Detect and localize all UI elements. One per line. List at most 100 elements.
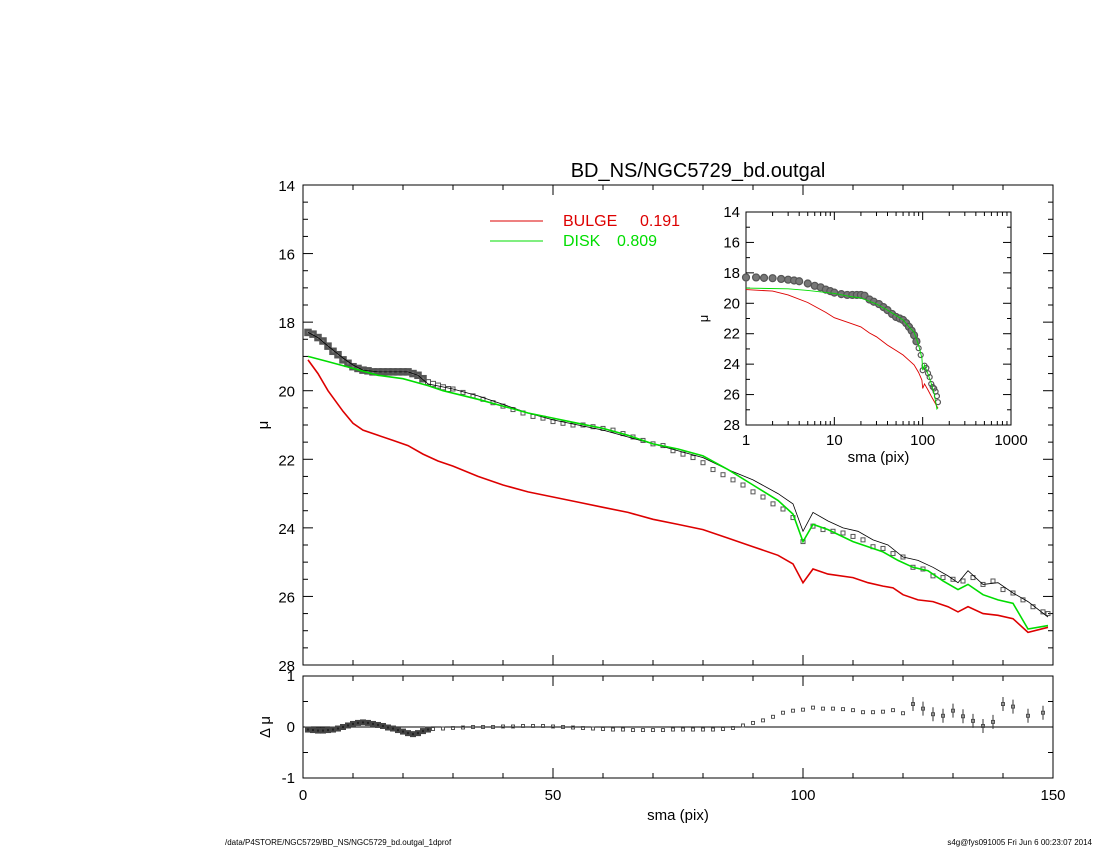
resid-data-point bbox=[1026, 713, 1030, 718]
resid-data-point bbox=[891, 708, 895, 713]
resid-data-point bbox=[841, 707, 845, 712]
resid-data-point bbox=[425, 726, 431, 733]
resid-data-point bbox=[871, 710, 875, 715]
resid-data-point bbox=[741, 723, 745, 728]
resid-data-point bbox=[681, 727, 685, 732]
main-data-point bbox=[860, 537, 866, 543]
resid-data-point bbox=[651, 728, 655, 733]
inset-y-tick-label: 26 bbox=[723, 387, 740, 404]
inset-data-point bbox=[751, 273, 761, 282]
resid-data-point bbox=[821, 706, 825, 711]
resid-data-point bbox=[921, 706, 925, 711]
resid-data-point bbox=[881, 709, 885, 714]
main-bulge-line bbox=[307, 359, 1049, 634]
main-profile-panel: BD_NS/NGC5729_bd.outgal 14 16 18 20 22 24 26 28 μ… bbox=[255, 160, 1054, 675]
resid-data-point bbox=[375, 721, 381, 728]
inset-data-point bbox=[768, 274, 777, 283]
resid-data-point bbox=[360, 719, 366, 726]
legend-label-disk: DISK bbox=[563, 233, 601, 250]
inset-plot-frame bbox=[745, 211, 1012, 426]
resid-data-point bbox=[491, 725, 495, 729]
resid-data-point bbox=[441, 726, 445, 731]
main-data-point bbox=[560, 420, 566, 426]
main-y-tick-label: 16 bbox=[278, 247, 295, 264]
inset-y-axis-label: μ bbox=[696, 315, 711, 323]
inset-data-point bbox=[759, 273, 769, 282]
main-y-tick-label: 22 bbox=[278, 452, 295, 469]
resid-data-point bbox=[415, 730, 421, 737]
resid-x-tick-label: 0 bbox=[299, 787, 307, 804]
resid-data-point bbox=[1001, 702, 1005, 706]
main-data-point bbox=[419, 374, 427, 383]
resid-data-point bbox=[340, 724, 346, 730]
resid-data-point bbox=[731, 726, 735, 730]
resid-data-point bbox=[365, 719, 371, 726]
resid-data-point bbox=[345, 722, 351, 729]
resid-y-tick-label: 0 bbox=[287, 719, 295, 736]
resid-x-tick-label: 50 bbox=[545, 787, 562, 804]
resid-data-point bbox=[511, 724, 515, 729]
resid-data-point bbox=[390, 725, 396, 732]
resid-data-point bbox=[370, 720, 376, 727]
resid-data-point bbox=[701, 727, 705, 732]
main-data-point bbox=[770, 501, 776, 507]
main-y-tick-label: 18 bbox=[278, 315, 295, 332]
main-y-tick-label: 26 bbox=[278, 589, 295, 606]
resid-data-point bbox=[561, 725, 565, 729]
inset-x-tick-label: 1000 bbox=[994, 432, 1027, 449]
main-data-point bbox=[1010, 590, 1016, 596]
resid-x-tick-label: 150 bbox=[1040, 787, 1065, 804]
resid-data-point bbox=[621, 727, 625, 732]
resid-data-point bbox=[591, 726, 595, 731]
resid-data-point bbox=[861, 710, 865, 715]
main-data-point bbox=[890, 551, 896, 557]
main-data-point bbox=[1000, 587, 1006, 593]
main-data-point bbox=[780, 506, 786, 512]
resid-data-point bbox=[931, 712, 935, 717]
inset-data-point bbox=[795, 277, 804, 286]
footer-file-path: /data/P4STORE/NGC5729/BD_NS/NGC5729_bd.o… bbox=[225, 838, 452, 847]
inset-x-tick-label: 1 bbox=[742, 432, 750, 449]
resid-data-point bbox=[481, 725, 485, 729]
resid-data-point bbox=[1041, 710, 1045, 715]
inset-data-point bbox=[830, 288, 839, 297]
resid-data-point bbox=[911, 702, 915, 706]
main-data-point bbox=[319, 337, 327, 345]
inset-y-tick-label: 28 bbox=[723, 417, 740, 434]
resid-y-axis-label: Δ μ bbox=[257, 716, 274, 738]
inset-y-tick-label: 24 bbox=[723, 356, 740, 373]
resid-data-point bbox=[350, 720, 356, 727]
resid-data-point bbox=[811, 705, 815, 710]
resid-data-point bbox=[751, 720, 755, 725]
inset-y-tick-label: 16 bbox=[723, 234, 740, 251]
footer-user-timestamp: s4g@fys091005 Fri Jun 6 00:23:07 2014 bbox=[947, 838, 1092, 847]
inset-y-tick-label: 18 bbox=[723, 265, 740, 282]
inset-data-point bbox=[777, 274, 786, 284]
resid-data-point bbox=[721, 727, 725, 731]
resid-data-point bbox=[531, 724, 535, 728]
resid-y-tick-label: -1 bbox=[282, 770, 295, 787]
resid-data-point bbox=[395, 727, 401, 734]
main-data-point bbox=[850, 533, 856, 539]
main-y-tick-label: 20 bbox=[278, 384, 295, 401]
inset-data-point bbox=[931, 385, 938, 392]
resid-data-point bbox=[310, 727, 316, 734]
main-data-point bbox=[740, 482, 746, 488]
inset-bulge-line bbox=[745, 289, 939, 409]
main-data-point bbox=[950, 576, 956, 582]
main-data-point bbox=[720, 472, 726, 478]
main-y-axis-label: μ bbox=[255, 421, 272, 430]
legend-label-bulge: BULGE bbox=[563, 213, 617, 230]
resid-data-point bbox=[641, 728, 645, 733]
main-data-point bbox=[990, 578, 996, 584]
resid-data-point bbox=[410, 731, 416, 738]
resid-data-point bbox=[671, 727, 675, 732]
resid-data-point bbox=[461, 725, 465, 730]
resid-data-point bbox=[451, 726, 455, 730]
main-data-point bbox=[730, 477, 736, 483]
main-data-point bbox=[700, 460, 706, 466]
main-y-tick-label: 14 bbox=[278, 178, 295, 195]
inset-y-tick-label: 20 bbox=[723, 295, 740, 312]
resid-data-point bbox=[335, 725, 341, 732]
